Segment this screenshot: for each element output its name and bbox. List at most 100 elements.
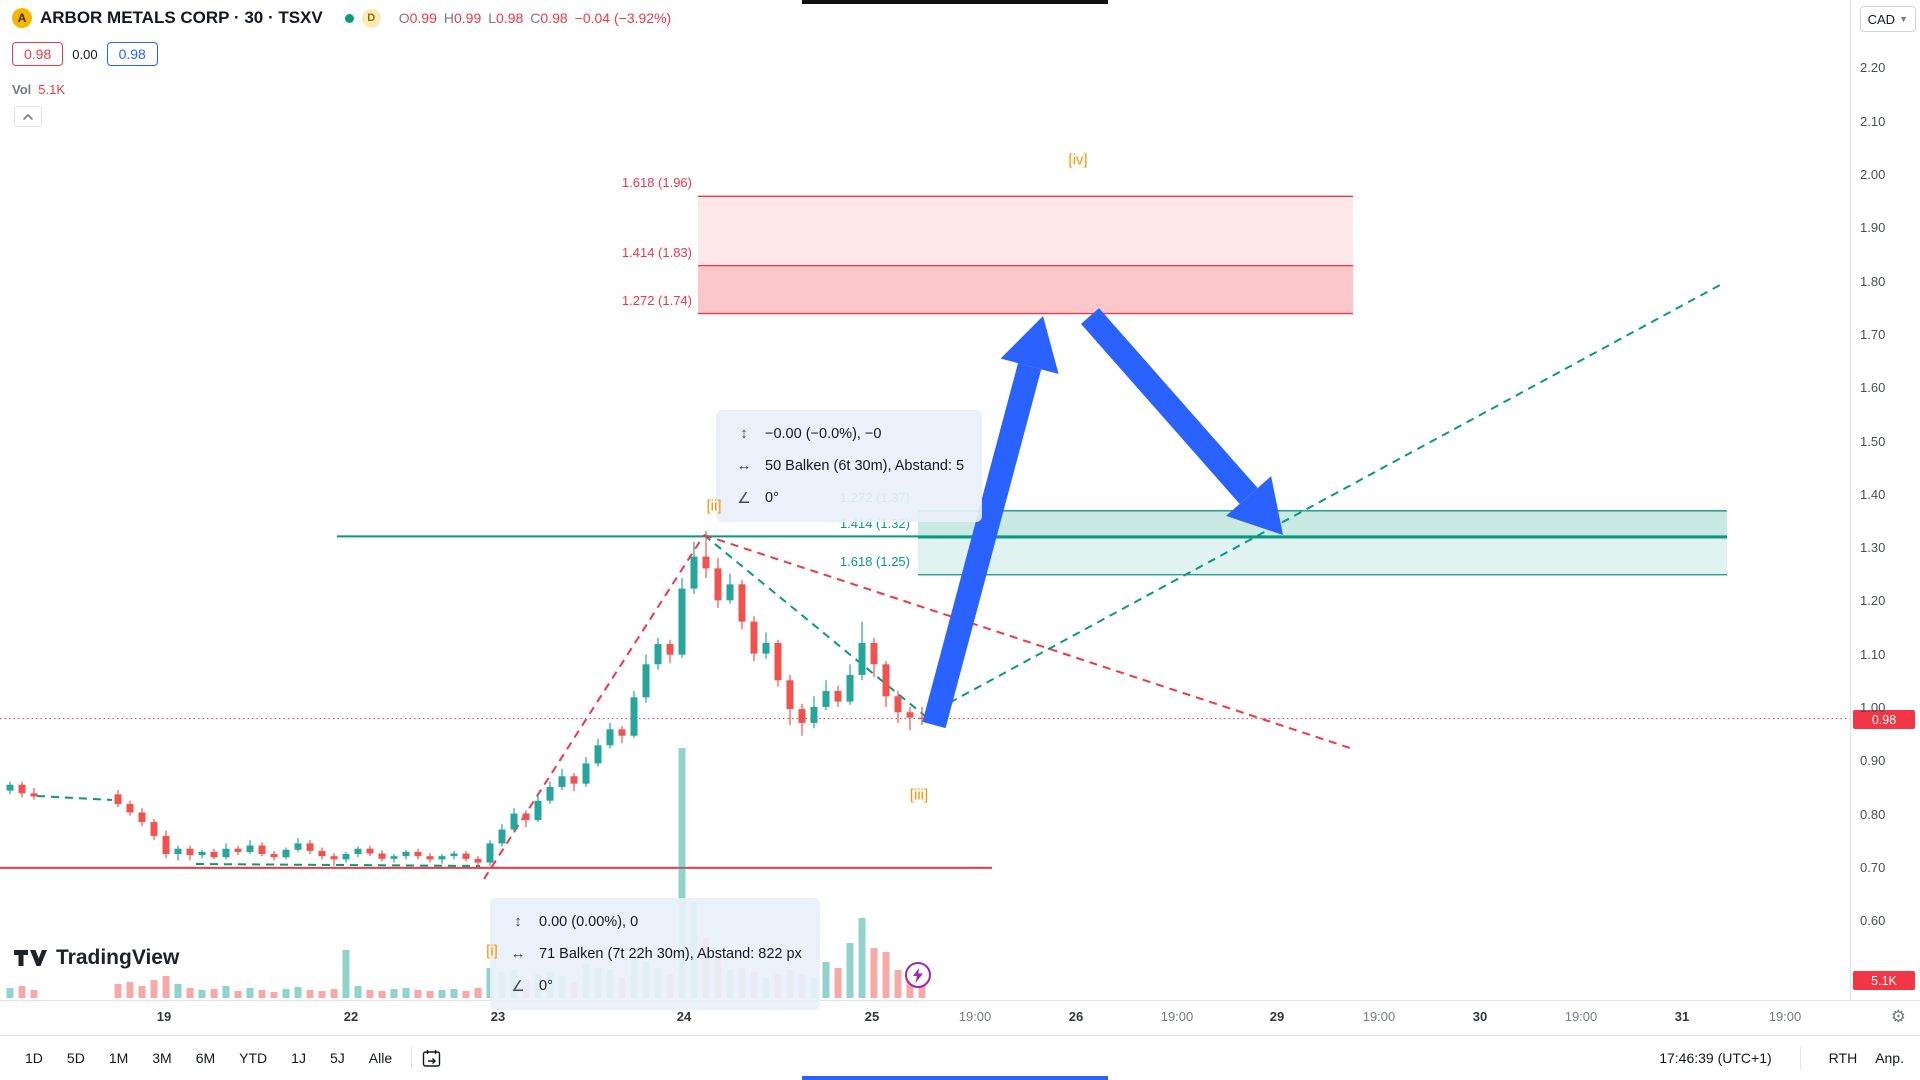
price-axis[interactable]: CAD ▼ 0.98 5.1K 2.20 2.10 2.00 1.90 1.80 1.70… xyxy=(1850,0,1920,1000)
green-falling-dashed xyxy=(703,534,926,717)
time-axis-label: 23 xyxy=(490,1009,506,1024)
top-edge-artifact xyxy=(802,0,1108,4)
volume-value: 5.1K xyxy=(38,82,66,97)
toolbar-right: 17:46:39 (UTC+1) RTH Anp. xyxy=(1659,1047,1904,1069)
angle-icon: ∠ xyxy=(737,490,751,507)
bar-range-icon: ↔ xyxy=(510,945,526,962)
green-flat-dashed xyxy=(195,863,481,867)
delayed-data-badge: D xyxy=(361,8,381,28)
time-axis-label: 19 xyxy=(156,1009,172,1024)
toolbar-divider xyxy=(1799,1047,1801,1069)
measurement-tooltip-lower: ↕ 0.00 (0.00%), 0 ↔ 71 Balken (7t 22h 30m),… xyxy=(490,898,820,1010)
range-button-1j[interactable]: 1J xyxy=(291,1050,306,1066)
time-axis-label: 19:00 xyxy=(1564,1009,1598,1024)
price-axis-label: 1.00 xyxy=(1860,700,1886,715)
time-axis-label: 30 xyxy=(1472,1009,1488,1024)
chart-canvas[interactable] xyxy=(0,0,1850,1000)
time-axis-label: 19:00 xyxy=(1362,1009,1396,1024)
range-button-ytd[interactable]: YTD xyxy=(239,1050,268,1066)
axis-settings-gear-icon[interactable]: ⚙ xyxy=(1890,1007,1906,1026)
volume-indicator-row: Vol 5.1K xyxy=(12,82,65,97)
red-rising-dashed xyxy=(483,534,705,880)
high-value: 0.99 xyxy=(454,10,482,26)
range-button-3m[interactable]: 3M xyxy=(152,1050,172,1066)
open-value: 0.99 xyxy=(409,10,437,26)
range-button-5j[interactable]: 5J xyxy=(329,1050,345,1066)
close-label: C xyxy=(530,10,541,26)
green-left-dashed xyxy=(36,795,113,801)
time-axis-label: 19:00 xyxy=(958,1009,992,1024)
price-axis-label: 1.50 xyxy=(1860,433,1886,449)
arrow-up-to-target-zone xyxy=(922,363,1042,729)
fib-extension-lower-zone[interactable] xyxy=(918,510,1727,576)
adjust-toggle[interactable]: Anp. xyxy=(1875,1050,1904,1066)
current-price-tag: 0.98 xyxy=(1853,710,1915,729)
price-range-icon: ↕ xyxy=(514,913,522,930)
trendlines[interactable] xyxy=(36,284,1721,880)
symbol-title[interactable]: ARBOR METALS CORP · 30 · TSXV xyxy=(40,8,323,27)
price-range-icon: ↕ xyxy=(740,425,748,442)
range-button-alle[interactable]: Alle xyxy=(368,1050,393,1066)
range-button-6m[interactable]: 6M xyxy=(195,1050,216,1066)
angle-icon: ∠ xyxy=(511,978,525,995)
fib-extension-upper-zone[interactable] xyxy=(698,195,1353,315)
tradingview-logo-icon xyxy=(14,950,47,966)
ohlc-values: O0.99 H0.99 L0.98 C0.98 −0.04 (−3.92%) xyxy=(399,10,671,26)
tooltip-text: 0.00 (0.00%), 0 xyxy=(539,913,639,930)
sell-price-button[interactable]: 0.98 xyxy=(12,42,64,66)
go-to-date-button[interactable] xyxy=(422,1049,441,1068)
open-label: O xyxy=(398,10,410,26)
range-button-1d[interactable]: 1D xyxy=(25,1050,43,1066)
tooltip-text: 0° xyxy=(765,490,779,506)
clock-display[interactable]: 17:46:39 (UTC+1) xyxy=(1659,1050,1772,1066)
horizontal-lines[interactable] xyxy=(0,535,1850,869)
price-axis-label: 0.90 xyxy=(1860,753,1886,769)
time-axis[interactable]: ⚙ 19 22 23 24 25 19:00 26 19:00 29 19:00 30 19:00 31… xyxy=(0,1000,1920,1036)
bottom-edge-artifact xyxy=(802,1076,1108,1080)
price-axis-label: 1.10 xyxy=(1860,646,1886,662)
tooltip-text: 50 Balken (6t 30m), Abstand: 5 xyxy=(765,457,965,474)
buy-price-button[interactable]: 0.98 xyxy=(106,42,158,66)
candlestick-series xyxy=(6,531,926,868)
time-axis-label: 31 xyxy=(1674,1009,1690,1024)
tooltip-text: −0.00 (−0.0%), −0 xyxy=(765,425,882,442)
tooltip-row: ∠ 0° xyxy=(734,489,964,507)
toolbar-divider xyxy=(411,1047,413,1069)
time-axis-label: 22 xyxy=(343,1009,359,1024)
currency-selector[interactable]: CAD ▼ xyxy=(1859,6,1916,32)
price-axis-label: 2.20 xyxy=(1860,60,1886,76)
price-axis-label: 1.20 xyxy=(1860,593,1886,609)
price-axis-label: 0.70 xyxy=(1860,859,1886,875)
spread-value: 0.00 xyxy=(72,46,98,62)
quote-row: 0.98 0.00 0.98 xyxy=(12,42,158,66)
price-axis-label: 0.80 xyxy=(1860,806,1886,822)
session-toggle[interactable]: RTH xyxy=(1828,1050,1858,1066)
tooltip-row: ↕ −0.00 (−0.0%), −0 xyxy=(734,425,964,442)
current-volume-tag: 5.1K xyxy=(1853,971,1915,990)
high-label: H xyxy=(443,10,454,26)
price-axis-label: 1.30 xyxy=(1860,540,1886,556)
market-status-icon xyxy=(344,13,354,23)
time-axis-label: 19:00 xyxy=(1768,1009,1802,1024)
range-button-1m[interactable]: 1M xyxy=(108,1050,129,1066)
price-axis-label: 2.10 xyxy=(1860,113,1886,129)
symbol-legend[interactable]: A ARBOR METALS CORP · 30 · TSXV D O0.99 … xyxy=(12,8,671,28)
bar-range-icon: ↔ xyxy=(736,457,752,474)
price-axis-label: 1.40 xyxy=(1860,486,1886,502)
bottom-toolbar: 1D 5D 1M 3M 6M YTD 1J 5J Alle 17:46:39 (UTC+1) R… xyxy=(0,1035,1920,1080)
red-falling-dashed xyxy=(703,534,1351,749)
annotation-arrows[interactable] xyxy=(922,308,1283,729)
collapse-legend-button[interactable] xyxy=(14,106,42,127)
price-axis-label: 1.60 xyxy=(1860,380,1886,396)
tradingview-logo[interactable]: TradingView xyxy=(14,946,179,970)
range-button-5d[interactable]: 5D xyxy=(66,1050,85,1066)
tooltip-text: 71 Balken (7t 22h 30m), Abstand: 822 px xyxy=(539,945,802,962)
tooltip-row: ∠ 0° xyxy=(508,977,802,995)
time-axis-label: 19:00 xyxy=(1160,1009,1194,1024)
tooltip-text: 0° xyxy=(539,978,553,994)
price-axis-label: 1.90 xyxy=(1860,220,1886,236)
tooltip-row: ↔ 50 Balken (6t 30m), Abstand: 5 xyxy=(734,457,965,474)
measurement-tooltip-upper: ↕ −0.00 (−0.0%), −0 ↔ 50 Balken (6t 30m), A… xyxy=(716,410,983,522)
price-axis-label: 1.80 xyxy=(1860,273,1886,289)
date-range-buttons: 1D 5D 1M 3M 6M YTD 1J 5J Alle xyxy=(16,1045,401,1071)
